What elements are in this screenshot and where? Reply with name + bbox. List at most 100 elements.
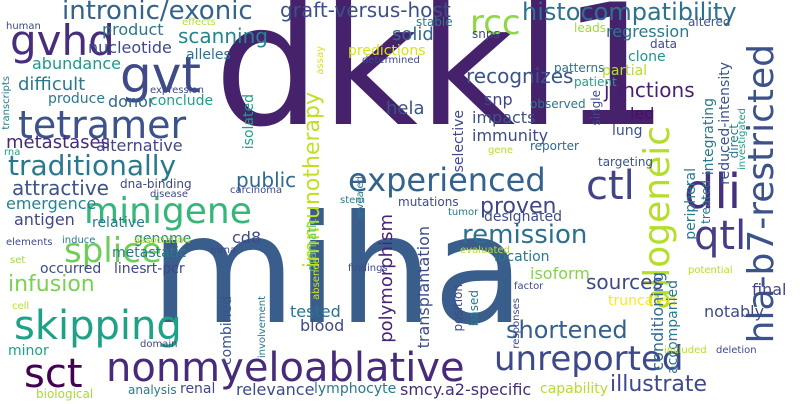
word-lung: lung	[612, 123, 643, 139]
word-cell: cell	[12, 301, 30, 312]
word-cd8: cd8	[232, 228, 262, 247]
word-position: position	[451, 284, 465, 332]
word-association: association	[134, 235, 191, 246]
word-abundance: abundance	[32, 54, 121, 73]
word-gvhd: gvhd	[10, 16, 115, 65]
word-blood: blood	[300, 316, 345, 335]
word-investigated: investigated	[737, 108, 748, 170]
word-tumor: tumor	[448, 207, 479, 218]
word-mutations: mutations	[398, 195, 459, 209]
word-deletion: deletion	[716, 345, 757, 356]
word-notably: notably	[704, 302, 765, 321]
word-human: human	[6, 21, 41, 32]
word-evaluated: evaluated	[460, 245, 510, 256]
word-relative: relative	[92, 215, 145, 231]
word-emergence: emergence	[6, 194, 97, 213]
word-altered: altered	[688, 15, 731, 29]
word-expression: expression	[150, 85, 204, 96]
word-rna: rna	[4, 147, 21, 158]
word-biological: biological	[36, 387, 94, 401]
word-genome: genome	[134, 231, 192, 247]
word-lines: lines	[114, 261, 147, 277]
word-potential: potential	[688, 265, 733, 276]
word-remission: remission	[462, 220, 588, 250]
word-involvement: involvement	[257, 296, 268, 359]
word-metastases: metastases	[6, 132, 110, 153]
word-included: included	[664, 345, 707, 356]
word-traditionally: traditionally	[8, 149, 177, 182]
word-shortened: shortened	[506, 316, 628, 344]
word-donor: donor	[108, 92, 155, 111]
word-unreported: unreported	[494, 339, 684, 379]
word-responses: responses	[511, 298, 522, 349]
word-hela: hela	[386, 98, 425, 119]
word-proven: proven	[480, 194, 557, 219]
word-splice: splice	[64, 231, 162, 271]
word-stem: stem	[340, 195, 366, 206]
word-targeting: targeting	[598, 155, 654, 169]
word-stable: stable	[416, 15, 453, 29]
word-reporter: reporter	[530, 139, 579, 153]
word-effects: effects	[182, 17, 216, 28]
word-dna-binding: dna-binding	[120, 177, 192, 191]
word-alleles: alleles	[186, 47, 231, 63]
word-snps: snps	[472, 27, 500, 41]
word-patient: patient	[574, 75, 617, 89]
word-induce: induce	[62, 235, 96, 246]
word-combined: combined	[219, 296, 235, 366]
word-findings: findings	[348, 263, 388, 274]
word-truncated: truncated	[608, 293, 677, 309]
word-treated: treated	[699, 180, 713, 224]
word-predictions: predictions	[348, 43, 426, 59]
word-final: final	[752, 280, 787, 299]
word-patterns: patterns	[554, 61, 605, 75]
word-recognizes: recognizes	[466, 64, 574, 88]
word-rcc: rcc	[470, 3, 521, 43]
word-led: led	[630, 104, 655, 123]
word-produce: produce	[48, 91, 105, 107]
word-ctl: ctl	[586, 163, 635, 209]
word-infusion: infusion	[8, 272, 95, 297]
word-public: public	[236, 168, 297, 192]
word-rt-pcr: rt-pcr	[146, 261, 185, 277]
word-junctions: junctions	[604, 78, 695, 102]
word-qtl: qtl	[694, 213, 747, 259]
word-sct: sct	[24, 351, 83, 397]
word-occurred: occurred	[40, 261, 102, 277]
word-integrating: integrating	[701, 98, 717, 176]
word-revealed: revealed	[355, 176, 366, 220]
word-factor: factor	[514, 281, 544, 292]
word-transplantation: transplantation	[414, 226, 433, 349]
word-attractive: attractive	[12, 176, 109, 200]
word-disease: disease	[150, 189, 188, 200]
word-absence: absence	[311, 258, 322, 300]
word-single: single	[589, 90, 603, 126]
word-based: based	[467, 290, 481, 327]
word-product: product	[102, 20, 164, 39]
word-observed: observed	[530, 97, 586, 111]
word-determined: determined	[362, 55, 420, 66]
word-location: location	[494, 249, 550, 265]
word-renal: renal	[180, 381, 216, 397]
word-transcripts: transcripts	[1, 76, 12, 130]
word-minigene: minigene	[84, 191, 252, 232]
word-antigen: antigen	[14, 210, 75, 229]
word-conclude: conclude	[150, 93, 214, 109]
word-metastatic: metastatic	[112, 245, 187, 261]
word-carcinoma: carcinoma	[230, 185, 283, 196]
word-impacts: impacts	[472, 108, 536, 127]
word-accompanied: accompanied	[665, 280, 681, 374]
word-illustrate: illustrate	[610, 372, 708, 397]
word-lymphocyte: lymphocyte	[314, 381, 397, 397]
word-tetramer: tetramer	[18, 103, 187, 147]
word-sources: sources	[586, 270, 663, 294]
word-data: data	[650, 37, 678, 51]
word-mrna: mrna	[210, 245, 237, 256]
word-partial: partial	[602, 63, 648, 79]
word-assay: assay	[315, 46, 326, 75]
word-elements: elements	[6, 237, 53, 248]
word-dli: dli	[684, 164, 742, 220]
word-miha: miha	[150, 184, 525, 358]
word-skipping: skipping	[14, 303, 182, 349]
